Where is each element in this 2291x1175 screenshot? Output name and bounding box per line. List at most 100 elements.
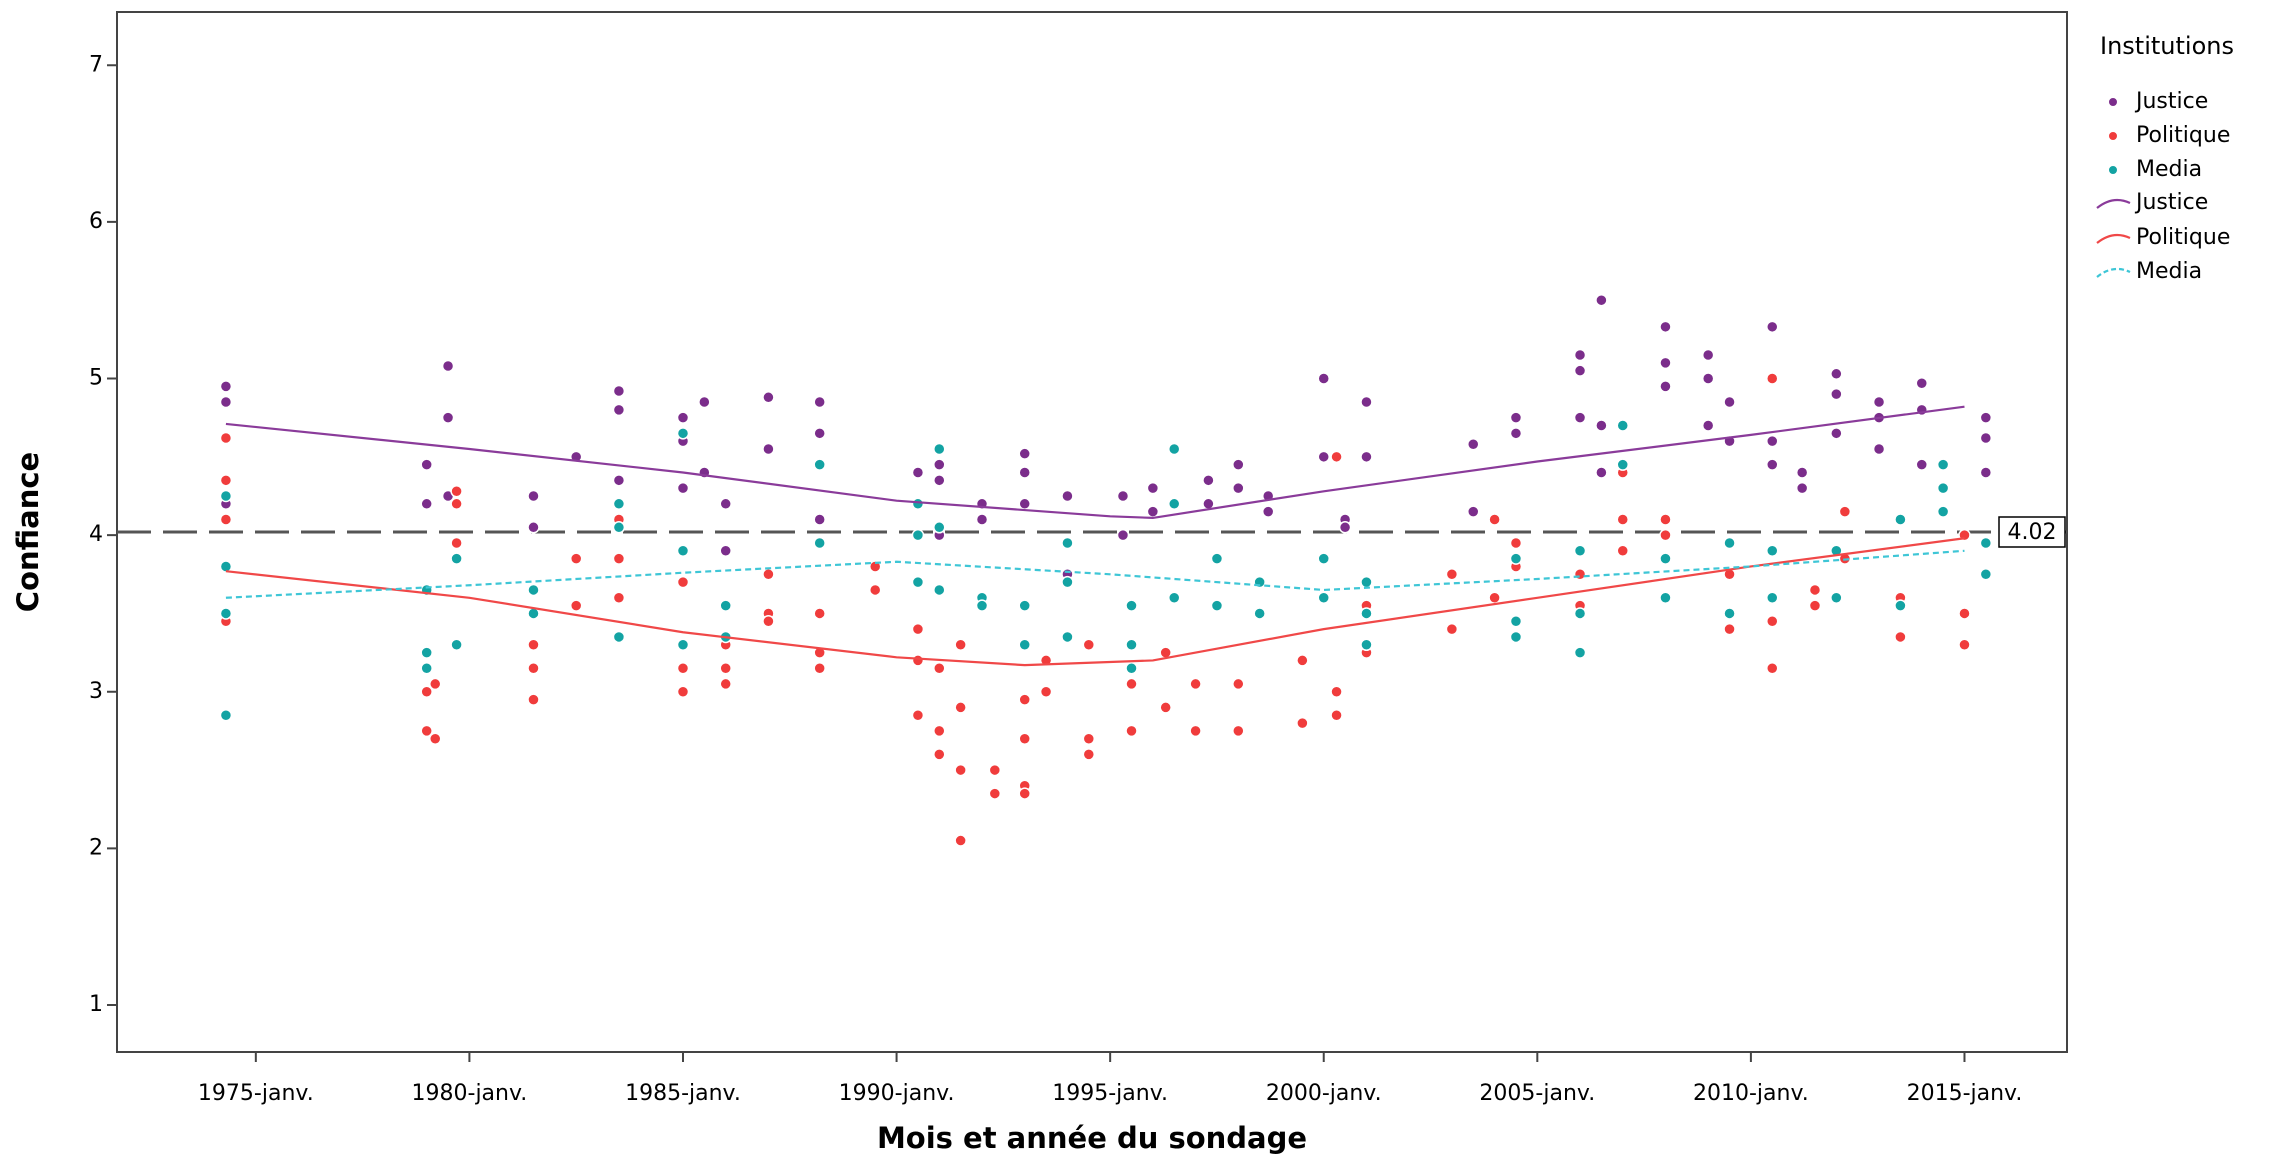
point [420, 662, 433, 675]
point [1039, 685, 1053, 699]
point [450, 485, 463, 498]
point [612, 521, 626, 534]
point [719, 677, 732, 691]
point [527, 521, 540, 534]
point [1616, 513, 1630, 526]
point [1701, 419, 1715, 432]
x-tick-label: 1995-janv. [1052, 1081, 1168, 1106]
point [612, 384, 626, 398]
point [1189, 677, 1202, 691]
point [954, 638, 967, 652]
y-tick-label: 7 [89, 52, 103, 77]
point [1659, 591, 1672, 605]
legend-label: Justice [2134, 89, 2208, 114]
point [933, 458, 946, 471]
point [1808, 583, 1822, 597]
legend-label: Politique [2136, 225, 2230, 250]
point [1659, 528, 1672, 542]
fit-line [225, 549, 1965, 599]
point [911, 528, 925, 542]
point [612, 552, 626, 565]
fit-line [225, 405, 1965, 520]
x-tick-label: 1985-janv. [625, 1081, 741, 1106]
legend-title: Institutions [2100, 32, 2234, 60]
point [1573, 348, 1587, 362]
point [569, 599, 583, 612]
point [1872, 442, 1886, 456]
point [420, 497, 433, 511]
point [1330, 685, 1343, 699]
point [1808, 599, 1822, 612]
x-tick-label: 2000-janv. [1266, 1081, 1382, 1106]
point [1466, 438, 1480, 451]
point [1936, 481, 1950, 495]
point [527, 583, 540, 597]
point [1659, 356, 1672, 370]
point [911, 497, 925, 511]
point [911, 709, 925, 722]
legend-marker [2096, 233, 2131, 244]
point [676, 662, 690, 675]
point [1445, 568, 1459, 581]
point [813, 427, 826, 440]
point [612, 591, 626, 605]
point [1701, 372, 1715, 385]
point [428, 677, 442, 691]
point [1766, 615, 1779, 628]
point [1573, 364, 1587, 377]
point [762, 391, 775, 404]
legend-marker [2108, 165, 2118, 175]
x-axis-title: Mois et année du sondage [877, 1121, 1307, 1155]
point [1616, 544, 1630, 558]
point [676, 685, 690, 699]
point [1509, 411, 1523, 424]
point [612, 474, 626, 487]
point [1125, 599, 1138, 612]
point [1509, 630, 1523, 644]
point [1766, 458, 1779, 471]
reference-label-box [1998, 516, 2066, 548]
point [219, 607, 233, 620]
point [1125, 638, 1138, 652]
point [1232, 458, 1245, 471]
point [1659, 380, 1672, 393]
point [1573, 646, 1587, 659]
fit-line [225, 537, 1965, 667]
point [219, 395, 233, 409]
point [1261, 505, 1275, 518]
legend-label: Politique [2136, 123, 2230, 148]
point [1766, 372, 1779, 385]
point [1936, 458, 1950, 471]
legend-label: Media [2136, 157, 2202, 182]
point [1018, 693, 1031, 706]
point [1958, 638, 1971, 652]
point [1167, 497, 1181, 511]
point [1018, 497, 1031, 511]
point [933, 748, 946, 761]
point [1167, 591, 1181, 605]
point [428, 732, 442, 745]
point [762, 442, 775, 456]
point [1573, 544, 1587, 558]
y-tick-label: 6 [89, 209, 103, 234]
point [1595, 466, 1608, 479]
point [1595, 419, 1608, 432]
point [1723, 607, 1736, 620]
point [527, 662, 540, 675]
point [1509, 427, 1523, 440]
point [450, 638, 463, 652]
point [954, 701, 967, 714]
point [676, 575, 690, 589]
point [1466, 505, 1480, 518]
legend-marker [2108, 97, 2118, 107]
point [1018, 447, 1031, 460]
point [1146, 505, 1160, 518]
point [719, 599, 732, 612]
point [569, 552, 583, 565]
point [1958, 607, 1971, 620]
point [612, 403, 626, 417]
point [1082, 732, 1096, 745]
point [1894, 513, 1907, 526]
legend-marker [2096, 267, 2131, 278]
point [1018, 466, 1031, 479]
